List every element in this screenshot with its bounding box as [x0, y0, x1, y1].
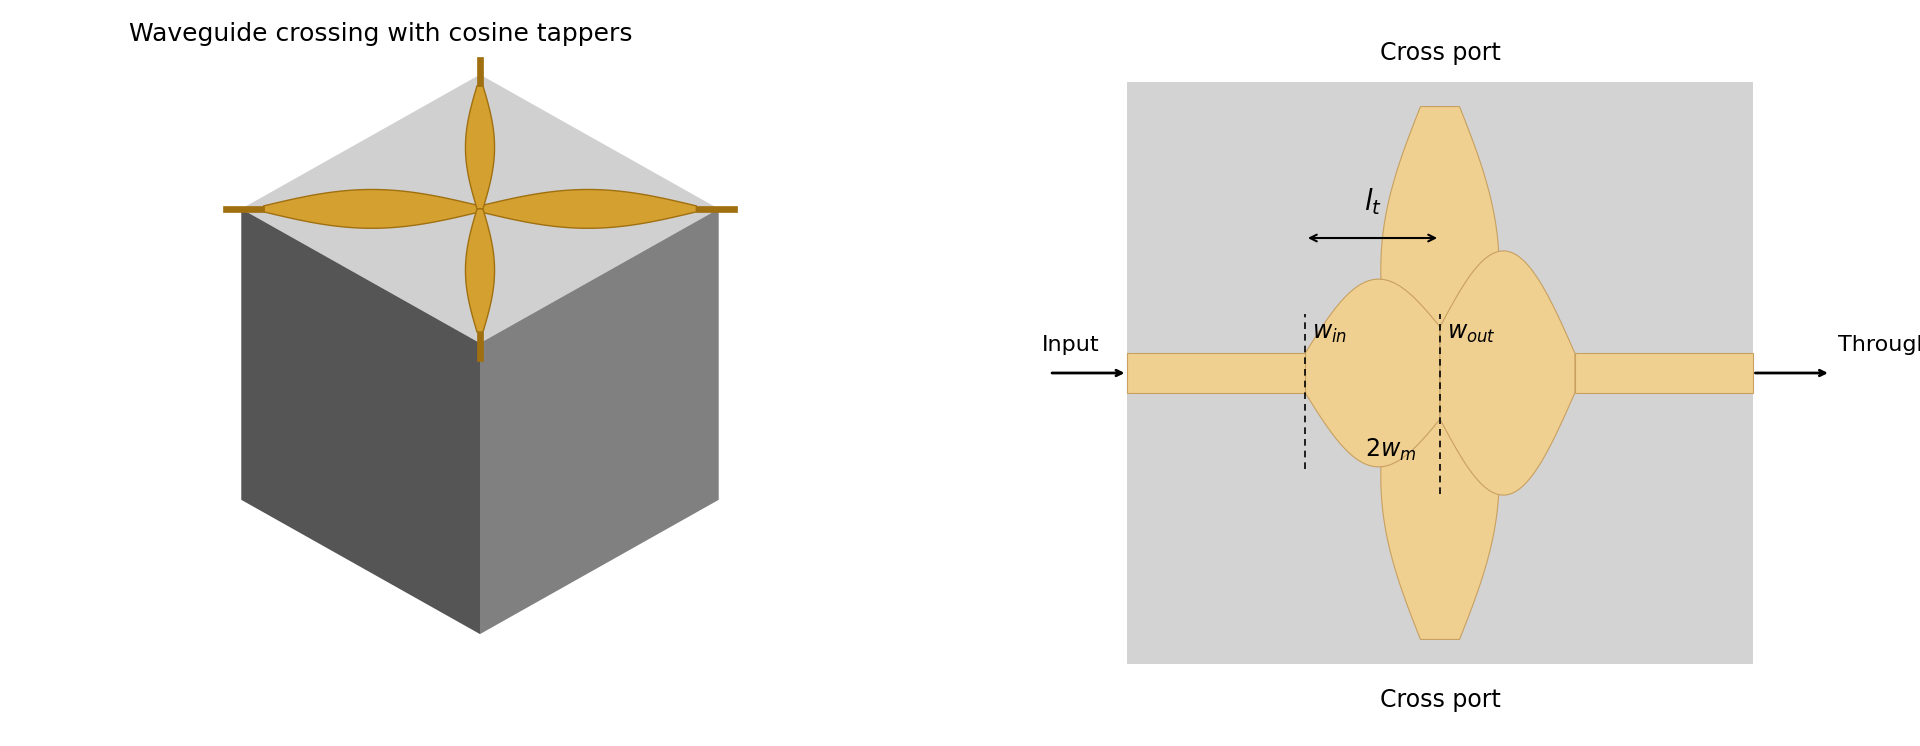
Polygon shape: [223, 206, 263, 212]
Polygon shape: [480, 189, 697, 228]
Polygon shape: [242, 209, 480, 634]
Polygon shape: [1380, 373, 1500, 639]
Text: Cross port: Cross port: [1380, 688, 1500, 712]
Polygon shape: [697, 206, 737, 212]
Polygon shape: [1306, 279, 1440, 467]
Text: $w_{out}$: $w_{out}$: [1448, 322, 1496, 345]
Text: Waveguide crossing with cosine tappers: Waveguide crossing with cosine tappers: [129, 22, 634, 46]
Bar: [1574, 354, 1753, 392]
Text: Cross port: Cross port: [1380, 41, 1500, 66]
Polygon shape: [480, 209, 718, 634]
Polygon shape: [465, 86, 495, 209]
Text: Input: Input: [1043, 335, 1100, 355]
Polygon shape: [1440, 251, 1574, 495]
Text: Through port: Through port: [1837, 335, 1920, 355]
Polygon shape: [263, 189, 480, 228]
Polygon shape: [476, 332, 484, 360]
Polygon shape: [465, 209, 495, 332]
Polygon shape: [476, 57, 484, 86]
Text: $l_t$: $l_t$: [1363, 186, 1382, 216]
Polygon shape: [242, 75, 718, 343]
Bar: [1127, 82, 1753, 664]
Bar: [1127, 354, 1306, 392]
Polygon shape: [1380, 107, 1500, 373]
Text: $w_{in}$: $w_{in}$: [1311, 322, 1348, 345]
Text: $2w_m$: $2w_m$: [1365, 437, 1415, 463]
